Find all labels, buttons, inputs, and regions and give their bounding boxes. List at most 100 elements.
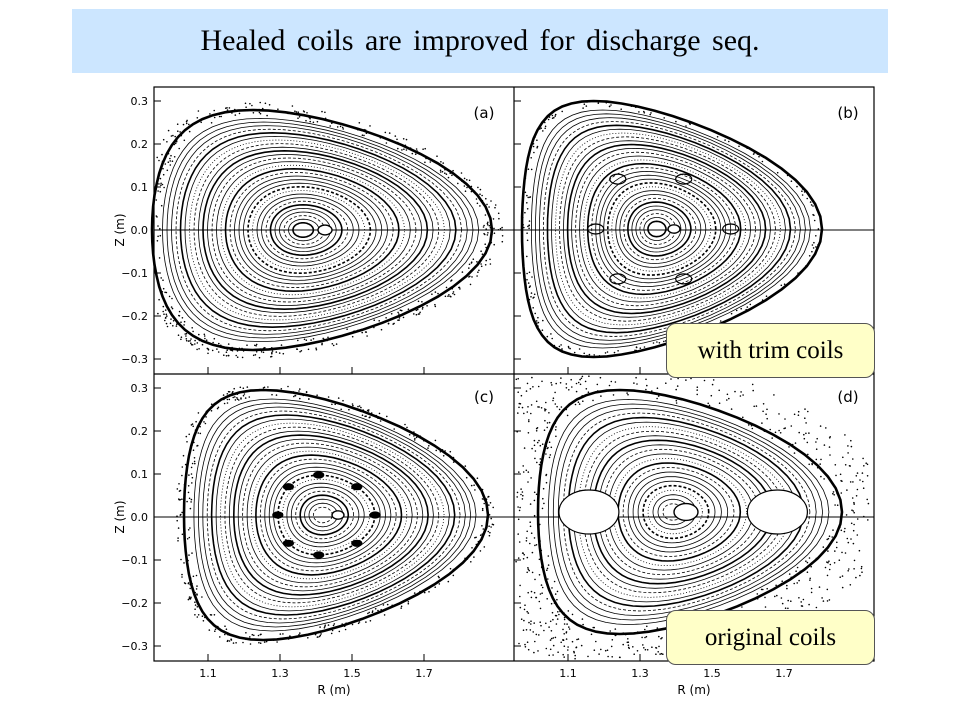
stochastic-dot <box>773 394 775 396</box>
slide-title: Healed coils are improved for discharge … <box>200 24 760 57</box>
stochastic-dot <box>610 380 613 383</box>
stochastic-dot <box>331 403 333 406</box>
stochastic-dot <box>196 342 199 344</box>
stochastic-dot <box>171 160 174 162</box>
flux-surface <box>184 135 451 325</box>
flux-surface <box>643 217 672 241</box>
stochastic-dot <box>471 547 473 549</box>
stochastic-dot <box>786 587 788 590</box>
stochastic-dot <box>852 481 854 483</box>
stochastic-dot <box>609 630 611 632</box>
stochastic-dot <box>369 620 372 622</box>
stochastic-dot <box>834 550 836 552</box>
stochastic-dot <box>185 338 188 340</box>
stochastic-dot <box>793 582 795 585</box>
stochastic-dot <box>537 650 539 652</box>
stochastic-dot <box>533 651 535 654</box>
stochastic-dot <box>470 262 473 264</box>
stochastic-dot <box>639 347 642 350</box>
stochastic-dot <box>567 646 569 648</box>
stochastic-dot <box>226 398 229 401</box>
stochastic-dot <box>855 475 858 477</box>
stochastic-dot <box>806 561 809 564</box>
stochastic-dot <box>644 648 647 651</box>
stochastic-dot <box>479 534 482 536</box>
stochastic-dot <box>293 395 295 398</box>
stochastic-dot <box>227 639 229 642</box>
stochastic-dot <box>560 406 563 408</box>
stochastic-dot <box>398 313 400 315</box>
stochastic-dot <box>761 160 764 163</box>
stochastic-dot <box>157 190 159 192</box>
stochastic-dot <box>264 102 267 105</box>
stochastic-dot <box>815 458 818 461</box>
stochastic-dot <box>828 560 830 562</box>
stochastic-dot <box>526 202 528 204</box>
stochastic-dot <box>387 322 390 325</box>
stochastic-dot <box>258 356 261 359</box>
stochastic-dot <box>487 496 489 498</box>
stochastic-dot <box>850 538 852 540</box>
flux-surface <box>202 406 466 624</box>
stochastic-dot <box>592 626 594 629</box>
stochastic-dot <box>565 638 568 640</box>
stochastic-dot <box>524 604 526 606</box>
stochastic-dot <box>203 335 206 337</box>
stochastic-dot <box>299 632 301 634</box>
stochastic-dot <box>569 347 571 350</box>
stochastic-dot <box>797 414 800 417</box>
stochastic-dot <box>177 527 180 529</box>
flux-surface <box>162 117 480 343</box>
stochastic-dot <box>291 105 294 107</box>
stochastic-dot <box>579 378 581 381</box>
stochastic-dot <box>415 148 418 150</box>
stochastic-dot <box>156 156 158 159</box>
flux-surface <box>193 398 477 632</box>
stochastic-dot <box>199 432 202 435</box>
stochastic-dot <box>553 116 555 119</box>
stochastic-dot <box>282 352 285 355</box>
flux-surface <box>637 480 716 544</box>
stochastic-dot <box>522 552 524 554</box>
stochastic-dot <box>563 656 565 658</box>
stochastic-dot <box>477 271 479 274</box>
xtick-label-right: 1.3 <box>631 667 649 680</box>
flux-surface <box>265 200 349 260</box>
stochastic-dot <box>539 444 542 447</box>
stochastic-dot <box>607 655 609 658</box>
stochastic-dot <box>488 534 491 537</box>
stochastic-dot <box>598 653 600 655</box>
stochastic-dot <box>567 649 569 651</box>
stochastic-dot <box>184 463 187 466</box>
stochastic-dot <box>216 348 218 350</box>
stochastic-dot <box>278 352 281 354</box>
stochastic-dot <box>451 174 453 177</box>
stochastic-dot <box>526 411 529 413</box>
stochastic-dot <box>563 645 566 647</box>
stochastic-dot <box>195 574 198 577</box>
stochastic-dot <box>501 229 504 231</box>
stochastic-dot <box>568 626 570 628</box>
stochastic-dot <box>562 628 564 631</box>
stochastic-dot <box>194 462 196 465</box>
stochastic-dot <box>416 308 419 311</box>
stochastic-dot <box>166 169 169 172</box>
stochastic-dot <box>528 271 531 274</box>
stochastic-dot <box>187 598 190 601</box>
stochastic-dot <box>828 446 831 448</box>
stochastic-dot <box>371 610 374 612</box>
stochastic-dot <box>183 320 186 323</box>
stochastic-dot <box>181 466 184 468</box>
stochastic-dot <box>536 427 539 429</box>
stochastic-dot <box>407 601 410 603</box>
stochastic-dot <box>724 139 726 141</box>
stochastic-dot <box>544 127 546 130</box>
stochastic-dot <box>191 327 193 329</box>
flux-surface <box>206 410 461 620</box>
stochastic-dot <box>165 313 168 316</box>
stochastic-dot <box>160 182 162 185</box>
stochastic-dot <box>575 646 577 649</box>
stochastic-dot <box>531 276 533 278</box>
stochastic-dot <box>787 599 789 602</box>
stochastic-dot <box>434 586 437 588</box>
